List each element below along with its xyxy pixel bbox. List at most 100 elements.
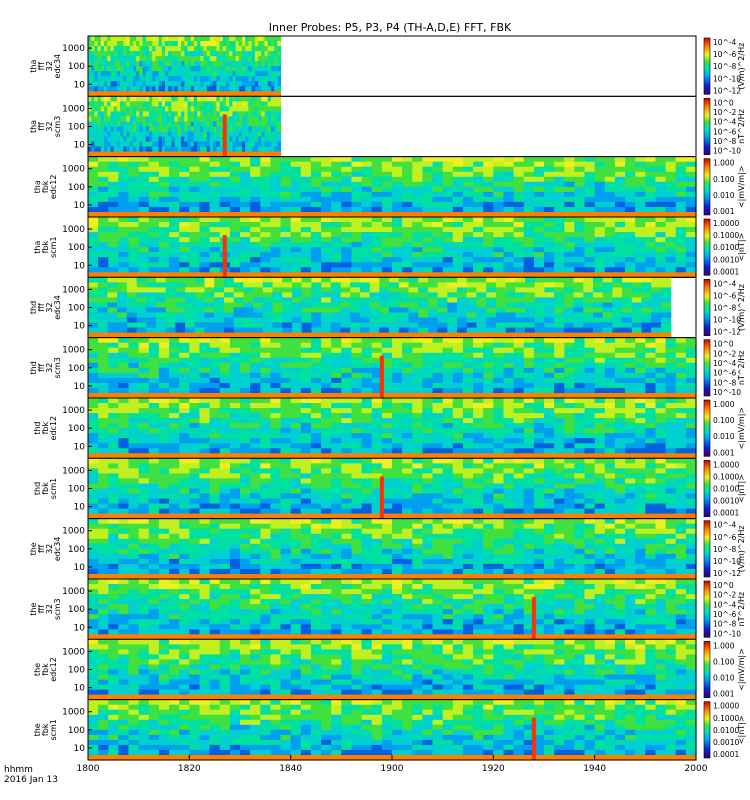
spectrogram-cell (248, 122, 252, 128)
spectrogram-cell (240, 257, 251, 263)
spectrogram-cell (341, 197, 352, 203)
spectrogram-cell (524, 252, 535, 258)
spectrogram-cell (564, 292, 574, 298)
spectrogram-cell (615, 403, 626, 409)
spectrogram-cell (595, 222, 606, 228)
spectrogram-cell (443, 358, 454, 364)
spectrogram-cell (104, 132, 108, 138)
spectrogram-cell (645, 242, 656, 248)
spectrogram-cell (651, 318, 661, 324)
spectrogram-cell (108, 232, 119, 238)
spectrogram-cell (661, 282, 671, 288)
spectrogram-cell (321, 257, 332, 263)
spectrogram-cell (362, 242, 373, 248)
spectrogram-cell (331, 287, 341, 293)
spectrogram-cell (412, 172, 423, 178)
spectrogram-cell (642, 328, 652, 334)
spectrogram-cell (331, 368, 342, 374)
spectrogram-cell (139, 227, 150, 233)
spectrogram-cell (564, 388, 575, 394)
spectrogram-cell (273, 328, 283, 334)
spectrogram-cell (612, 328, 622, 334)
spectrogram-cell (139, 373, 150, 379)
spectrogram-cell (402, 368, 413, 374)
spectrogram-cell (270, 343, 281, 349)
spectrogram-cell (661, 287, 671, 293)
spectrogram-cell (301, 403, 312, 409)
spectrogram-cell (666, 363, 677, 369)
spectrogram-cell (372, 237, 383, 243)
spectrogram-cell (661, 303, 671, 309)
spectrogram-cell (149, 398, 160, 404)
spectrogram-cell (321, 232, 332, 238)
spectrogram-cell (399, 277, 409, 283)
spectrogram-cell (574, 323, 584, 329)
spectrogram-cell (389, 287, 399, 293)
spectrogram-cell (389, 328, 399, 334)
spectrogram-cell (240, 217, 251, 223)
spectrogram-cell (625, 368, 636, 374)
colorbar-tick-label: 10^-4 (713, 118, 737, 127)
spectrogram-cell (564, 408, 575, 414)
spectrogram-cell (118, 443, 129, 449)
spectrogram-cell (200, 207, 211, 213)
spectrogram-cell (291, 182, 302, 188)
spectrogram-cell (118, 222, 129, 228)
spectrogram-cell (524, 192, 535, 198)
spectrogram-cell (515, 303, 525, 309)
spectrogram-cell (139, 433, 150, 439)
spectrogram-cell (277, 71, 281, 77)
spectrogram-cell (240, 222, 251, 228)
spectrogram-cell (169, 192, 180, 198)
spectrogram-cell (574, 318, 584, 324)
spectrogram-cell (291, 207, 302, 213)
spectrogram-cell (372, 192, 383, 198)
spectrogram-cell (98, 297, 108, 303)
spectrogram-cell (372, 172, 383, 178)
spectrogram-cell (108, 187, 119, 193)
spectrogram-cell (666, 252, 677, 258)
spectrogram-cell (200, 252, 211, 258)
spectrogram-cell (250, 202, 261, 208)
spectrogram-cell (230, 267, 241, 273)
spectrogram-cell (166, 323, 176, 329)
spectrogram-cell (483, 398, 494, 404)
spectrogram-cell (341, 297, 351, 303)
spectrogram-cell (341, 187, 352, 193)
spectrogram-cell (615, 408, 626, 414)
spectrogram-cell (535, 282, 545, 288)
spectrogram-cell (574, 247, 585, 253)
spectrogram-cell (496, 303, 506, 309)
spectrogram-cell (250, 267, 261, 273)
spectrogram-cell (277, 76, 281, 82)
spectrogram-cell (195, 287, 205, 293)
spectrogram-cell (210, 338, 221, 344)
spectrogram-cell (234, 282, 244, 288)
spectrogram-cell (352, 403, 363, 409)
spectrogram-cell (412, 338, 423, 344)
spectrogram-cell (108, 252, 119, 258)
spectrogram-cell (98, 363, 109, 369)
spectrogram-cell (447, 313, 457, 319)
spectrogram-cell (534, 378, 545, 384)
spectrogram-cell (104, 71, 108, 77)
spectrogram-cell (88, 358, 99, 364)
spectrogram-cell (544, 423, 555, 429)
spectrogram-cell (605, 383, 616, 389)
spectrogram-cell (422, 207, 433, 213)
spectrogram-cell (169, 443, 180, 449)
spectrogram-cell (220, 353, 231, 359)
spectrogram-cell (352, 418, 363, 424)
spectrogram-cell (514, 197, 525, 203)
spectrogram-cell (483, 217, 494, 223)
spectrogram-cell (515, 287, 525, 293)
spectrogram-cell (311, 197, 322, 203)
spectrogram-cell (281, 227, 292, 233)
spectrogram-cell (418, 287, 428, 293)
spectrogram-cell (524, 338, 535, 344)
spectrogram-cell (321, 308, 331, 314)
spectrogram-cell (605, 247, 616, 253)
spectrogram-cell (651, 323, 661, 329)
spectrogram-cell (281, 368, 292, 374)
spectrogram-cell (418, 277, 428, 283)
